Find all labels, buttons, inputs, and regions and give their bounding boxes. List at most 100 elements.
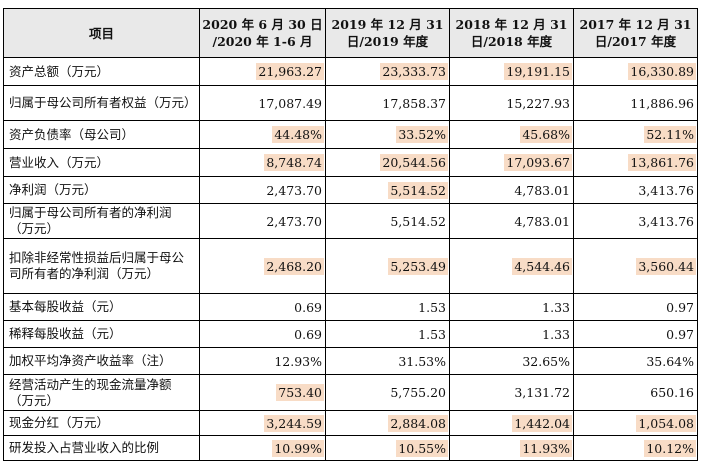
value-cell: 650.16 [573, 374, 698, 411]
value-cell: 1.33 [449, 320, 574, 348]
value-cell: 21,963.27 [199, 57, 326, 86]
header-line: /2020 年 1-6 月 [212, 34, 313, 49]
value-cell: 31.53% [325, 347, 450, 375]
highlighted-value: 1,442.04 [512, 414, 572, 432]
highlighted-value: 33.52% [396, 126, 448, 143]
highlighted-value: 8,748.74 [264, 154, 324, 171]
cell-value: 3,413.76 [638, 213, 694, 229]
value-cell: 4,783.01 [449, 203, 574, 239]
highlighted-value: 10.99% [272, 439, 324, 457]
header-period-2019: 2019 年 12 月 31 日/2019 年度 [325, 8, 450, 58]
value-cell: 17,093.67 [449, 148, 574, 177]
table-row: 扣除非经常性损益后归属于母公司所有者的净利润（万元） 2,468.20 5,253.… [3, 238, 698, 294]
value-cell: 0.69 [199, 320, 326, 348]
cell-value: 3,131.72 [514, 385, 570, 400]
value-cell: 4,783.01 [449, 176, 574, 204]
value-cell: 1.33 [449, 293, 574, 321]
cell-value: 31.53% [398, 353, 446, 369]
highlighted-value: 19,191.15 [504, 63, 572, 80]
highlighted-value: 3,560.44 [636, 257, 696, 275]
table-row: 基本每股收益（元） 0.69 1.53 1.33 0.97 [3, 293, 698, 321]
cell-value: 12.93% [274, 353, 322, 369]
value-cell: 5,755.20 [325, 374, 450, 411]
highlighted-value: 10.55% [396, 439, 448, 457]
cell-value: 4,783.01 [514, 182, 570, 198]
cell-value: 1.33 [542, 299, 570, 315]
row-label: 基本每股收益（元） [3, 293, 200, 321]
highlighted-value: 2,884.08 [388, 414, 448, 432]
value-cell: 5,253.49 [325, 238, 450, 294]
cell-value: 17,087.49 [258, 95, 322, 111]
value-cell: 2,884.08 [325, 410, 450, 436]
value-cell: 10.12% [573, 435, 698, 461]
row-label: 归属于母公司所有者权益（万元） [3, 85, 200, 121]
highlighted-value: 3,244.59 [264, 414, 324, 432]
value-cell: 12.93% [199, 347, 326, 375]
value-cell: 10.99% [199, 435, 326, 461]
financial-data-table: 项目 2020 年 6 月 30 日 /2020 年 1-6 月 2019 年 … [3, 8, 698, 461]
value-cell: 753.40 [199, 374, 326, 411]
value-cell: 52.11% [573, 120, 698, 149]
table-header-row: 项目 2020 年 6 月 30 日 /2020 年 1-6 月 2019 年 … [3, 8, 698, 58]
highlighted-value: 11.93% [520, 439, 572, 457]
highlighted-value: 5,253.49 [388, 257, 448, 275]
value-cell: 5,514.52 [325, 176, 450, 204]
highlighted-value: 13,861.76 [628, 154, 696, 171]
highlighted-value: 52.11% [644, 126, 696, 143]
highlighted-value: 45.68% [520, 126, 572, 143]
table-row: 资产总额（万元） 21,963.27 23,333.73 19,191.15 16,33… [3, 57, 698, 86]
table-row: 营业收入（万元） 8,748.74 20,544.56 17,093.67 13,861… [3, 148, 698, 177]
value-cell: 23,333.73 [325, 57, 450, 86]
row-label: 营业收入（万元） [3, 148, 200, 177]
value-cell: 11,886.96 [573, 85, 698, 121]
header-period-2020h1: 2020 年 6 月 30 日 /2020 年 1-6 月 [199, 8, 326, 58]
value-cell: 1.53 [325, 320, 450, 348]
cell-value: 2,473.70 [266, 182, 322, 198]
row-label: 净利润（万元） [3, 176, 200, 204]
highlighted-value: 17,093.67 [504, 154, 572, 171]
row-label: 加权平均净资产收益率（注） [3, 347, 200, 375]
value-cell: 10.55% [325, 435, 450, 461]
value-cell: 3,244.59 [199, 410, 326, 436]
value-cell: 2,473.70 [199, 203, 326, 239]
header-line: 日/2017 年度 [594, 34, 677, 49]
value-cell: 11.93% [449, 435, 574, 461]
value-cell: 13,861.76 [573, 148, 698, 177]
header-line: 2018 年 12 月 31 [455, 17, 568, 32]
table-row: 研发投入占营业收入的比例 10.99% 10.55% 11.93% 10.12% [3, 435, 698, 461]
cell-value: 32.65% [522, 353, 570, 369]
cell-value: 4,783.01 [514, 213, 570, 229]
value-cell: 3,131.72 [449, 374, 574, 411]
row-label: 扣除非经常性损益后归属于母公司所有者的净利润（万元） [3, 238, 200, 294]
header-period-2018: 2018 年 12 月 31 日/2018 年度 [449, 8, 574, 58]
value-cell: 3,413.76 [573, 176, 698, 204]
row-label: 研发投入占营业收入的比例 [3, 435, 200, 461]
table-row: 净利润（万元） 2,473.70 5,514.52 4,783.01 3,413.76 [3, 176, 698, 204]
header-line: 2019 年 12 月 31 [331, 17, 444, 32]
highlighted-value: 20,544.56 [380, 154, 448, 171]
highlighted-value: 21,963.27 [256, 63, 324, 80]
value-cell: 5,514.52 [325, 203, 450, 239]
value-cell: 0.69 [199, 293, 326, 321]
header-period-2017: 2017 年 12 月 31 日/2017 年度 [573, 8, 698, 58]
value-cell: 0.97 [573, 293, 698, 321]
value-cell: 1,054.08 [573, 410, 698, 436]
table-row: 归属于母公司所有者的净利润（万元） 2,473.70 5,514.52 4,783.0… [3, 203, 698, 239]
row-label: 现金分红（万元） [3, 410, 200, 436]
value-cell: 20,544.56 [325, 148, 450, 177]
header-line: 2017 年 12 月 31 [579, 17, 692, 32]
table-row: 资产负债率（母公司） 44.48% 33.52% 45.68% 52.11% [3, 120, 698, 149]
cell-value: 1.53 [418, 326, 446, 342]
cell-value: 0.97 [666, 326, 694, 342]
value-cell: 17,858.37 [325, 85, 450, 121]
cell-value: 1.33 [542, 326, 570, 342]
table-row: 稀释每股收益（元） 0.69 1.53 1.33 0.97 [3, 320, 698, 348]
cell-value: 11,886.96 [630, 95, 694, 111]
table-body: 资产总额（万元） 21,963.27 23,333.73 19,191.15 16,33… [3, 57, 698, 461]
highlighted-value: 16,330.89 [628, 63, 696, 80]
cell-value: 1.53 [418, 299, 446, 315]
value-cell: 3,560.44 [573, 238, 698, 294]
table-row: 现金分红（万元） 3,244.59 2,884.08 1,442.04 1,054.08 [3, 410, 698, 436]
value-cell: 19,191.15 [449, 57, 574, 86]
row-label: 归属于母公司所有者的净利润（万元） [3, 203, 200, 239]
